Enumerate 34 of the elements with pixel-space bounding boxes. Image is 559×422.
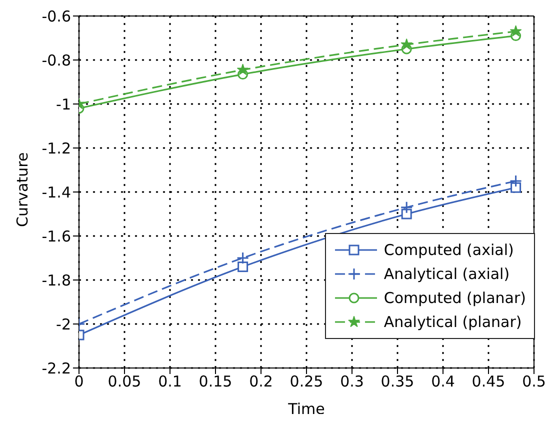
point [510,182,522,193]
x-tick-label: 0.1 [158,372,182,391]
point [237,64,249,75]
y-tick-label: -2 [56,315,71,334]
y-tick-label: -1 [56,95,71,114]
legend-label: Computed (axial) [384,241,514,259]
y-tick-label: -1.4 [42,183,71,202]
x-tick-label: 0.2 [249,372,273,391]
point [510,25,522,36]
x-tick-label: 0.3 [340,372,364,391]
y-tick-label: -0.8 [42,51,71,70]
point [401,208,412,220]
legend-label: Analytical (planar) [384,313,522,331]
y-tick-label: -1.8 [42,271,71,290]
x-axis-title: Time [287,400,325,418]
y-tick-label: -2.2 [42,359,71,378]
x-tick-label: 0.05 [108,372,142,391]
point [238,262,248,272]
x-tick-label: 0.35 [380,372,414,391]
point [400,201,413,214]
x-tick-label: 0.5 [522,372,546,391]
x-tick-label: 0.15 [198,372,232,391]
y-axis-title: Curvature [13,152,32,227]
legend-label: Analytical (axial) [384,265,510,283]
point [400,38,412,50]
y-tick-label: -0.6 [42,7,71,26]
x-tick-label: 0.4 [431,372,455,391]
legend-label: Computed (planar) [384,289,526,307]
y-tick-label: -1.6 [42,227,71,246]
x-tick-label: 0.45 [472,372,506,391]
y-tick-label: -1.2 [42,139,71,158]
x-tick-label: 0.25 [290,372,324,391]
point [236,252,250,264]
x-tick-label: 0 [74,372,84,391]
